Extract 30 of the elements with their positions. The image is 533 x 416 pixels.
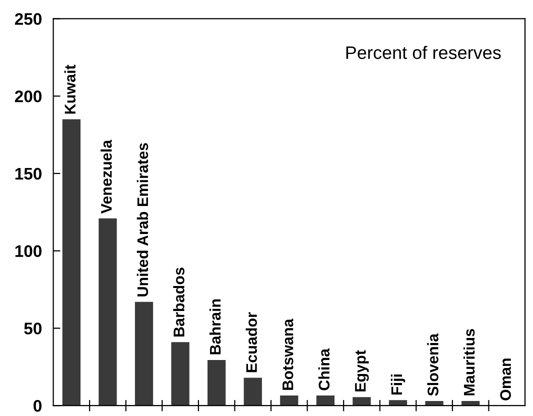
bar xyxy=(352,397,371,406)
x-tick-label: China xyxy=(318,348,330,390)
x-tick-label: Mauritius xyxy=(463,329,475,396)
x-tick-label: Barbados xyxy=(173,268,184,336)
bar xyxy=(280,396,298,406)
x-tick-label: Venezuela xyxy=(100,140,112,214)
x-tick-label: United Arab Emirates xyxy=(136,143,148,296)
x-tick-label: Bahrain xyxy=(209,299,221,354)
x-tick-label: Slovenia xyxy=(427,333,438,396)
y-tick-label: 150 xyxy=(15,168,42,180)
bar xyxy=(208,360,226,406)
y-tick-label: 100 xyxy=(15,245,42,258)
x-tick-label: Fiji xyxy=(390,374,406,395)
bar xyxy=(134,302,154,406)
y-tick-label: 50 xyxy=(24,322,42,334)
x-tick-label: Botswana xyxy=(282,318,294,390)
y-tick-label: 250 xyxy=(14,13,42,25)
x-tick-label: Ecuador xyxy=(246,312,257,372)
x-tick-label: Egypt xyxy=(355,350,369,392)
y-tick-label: 200 xyxy=(14,90,42,102)
y-tick-label: 0 xyxy=(34,400,42,412)
x-tick-label: Oman xyxy=(500,358,511,400)
x-tick-label: Kuwait xyxy=(64,64,76,114)
bar xyxy=(316,396,335,406)
bar xyxy=(244,378,262,406)
bar xyxy=(388,400,408,406)
bar xyxy=(171,342,190,406)
annotation: Percent of reserves xyxy=(346,46,501,60)
bar xyxy=(98,218,117,406)
bar xyxy=(62,119,81,406)
